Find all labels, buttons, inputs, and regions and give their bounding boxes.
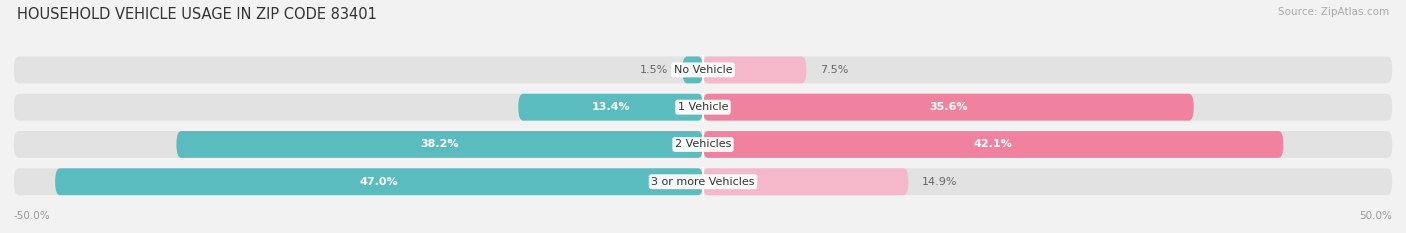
Text: 7.5%: 7.5% [820, 65, 849, 75]
Text: 42.1%: 42.1% [974, 140, 1012, 149]
FancyBboxPatch shape [14, 94, 1392, 121]
Text: 47.0%: 47.0% [360, 177, 398, 187]
Text: 1 Vehicle: 1 Vehicle [678, 102, 728, 112]
Text: 14.9%: 14.9% [922, 177, 957, 187]
Text: 3 or more Vehicles: 3 or more Vehicles [651, 177, 755, 187]
FancyBboxPatch shape [14, 56, 1392, 83]
FancyBboxPatch shape [519, 94, 703, 121]
Text: HOUSEHOLD VEHICLE USAGE IN ZIP CODE 83401: HOUSEHOLD VEHICLE USAGE IN ZIP CODE 8340… [17, 7, 377, 22]
FancyBboxPatch shape [14, 131, 1392, 158]
FancyBboxPatch shape [176, 131, 703, 158]
Text: -50.0%: -50.0% [14, 211, 51, 221]
FancyBboxPatch shape [703, 168, 908, 195]
FancyBboxPatch shape [55, 168, 703, 195]
Text: 50.0%: 50.0% [1360, 211, 1392, 221]
Text: No Vehicle: No Vehicle [673, 65, 733, 75]
Text: 38.2%: 38.2% [420, 140, 458, 149]
FancyBboxPatch shape [703, 56, 807, 83]
FancyBboxPatch shape [682, 56, 703, 83]
Text: 13.4%: 13.4% [592, 102, 630, 112]
FancyBboxPatch shape [14, 168, 1392, 195]
Text: 2 Vehicles: 2 Vehicles [675, 140, 731, 149]
Text: 35.6%: 35.6% [929, 102, 967, 112]
Text: Source: ZipAtlas.com: Source: ZipAtlas.com [1278, 7, 1389, 17]
FancyBboxPatch shape [703, 131, 1284, 158]
FancyBboxPatch shape [703, 94, 1194, 121]
Text: 1.5%: 1.5% [640, 65, 668, 75]
